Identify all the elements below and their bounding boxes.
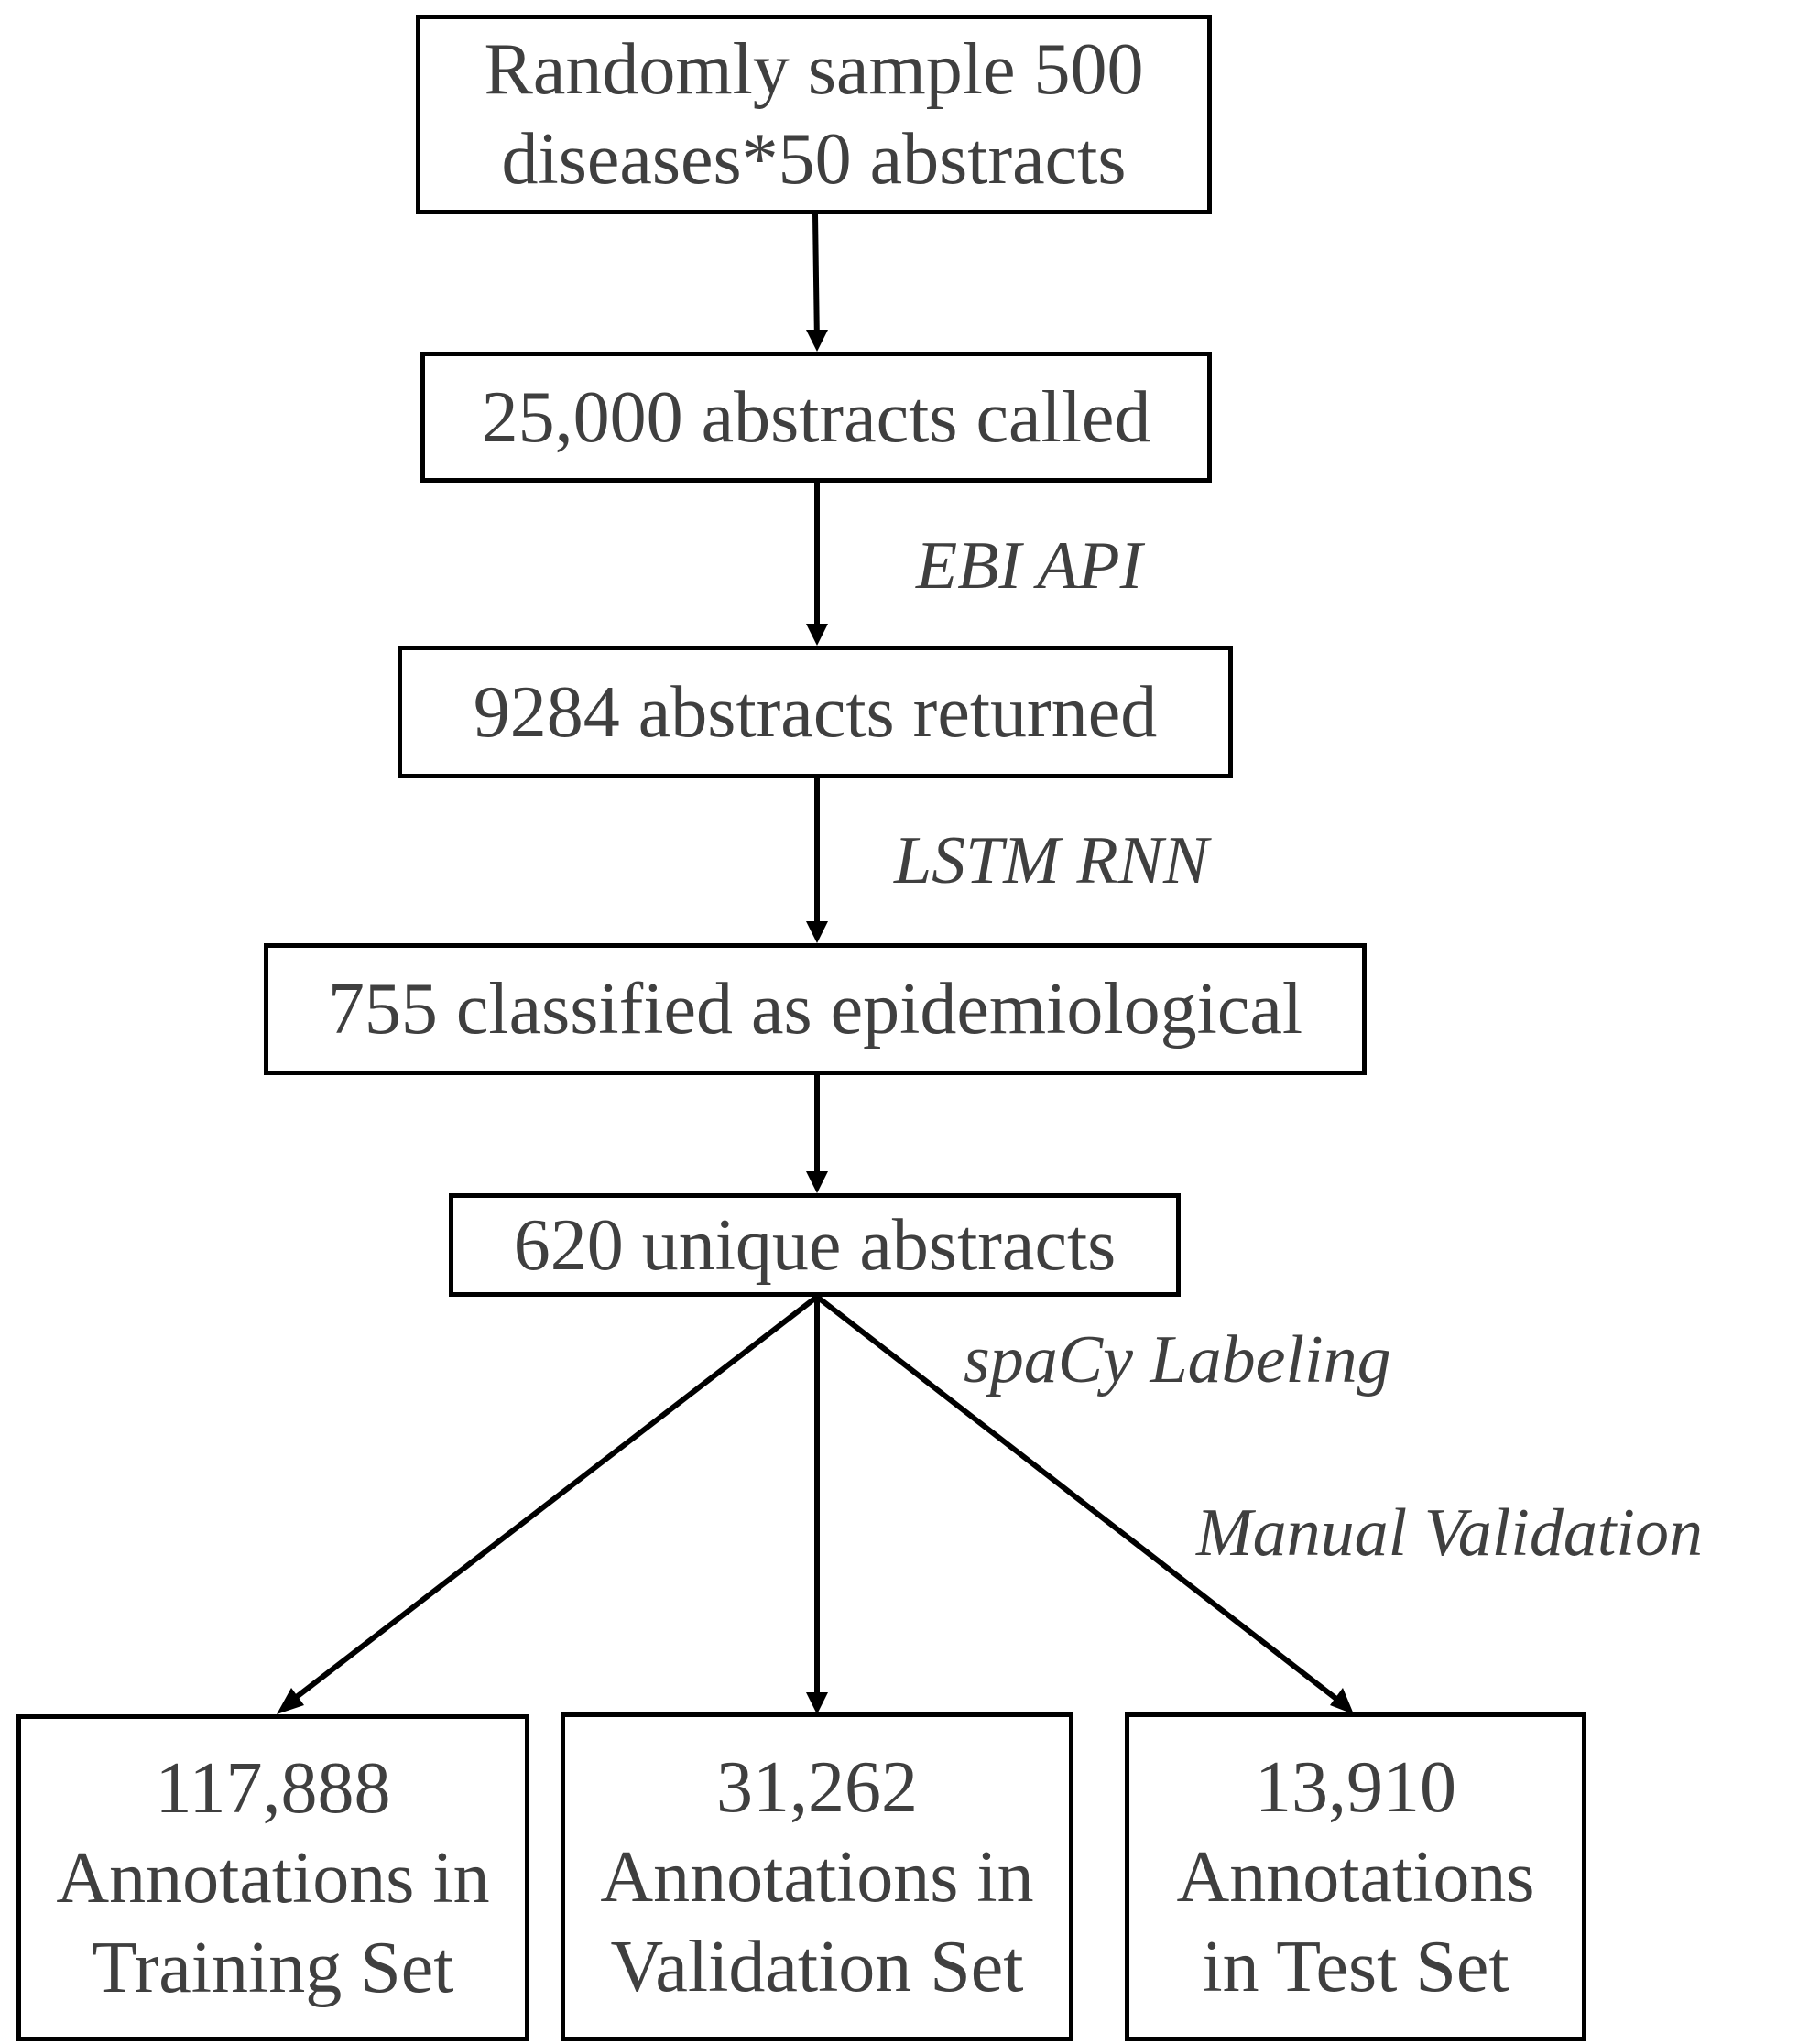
arrowhead-training bbox=[277, 1688, 304, 1714]
node-training-set-line2: Annotations in bbox=[56, 1837, 490, 1919]
node-classified-epidemiological-label: 755 classified as epidemiological bbox=[327, 969, 1303, 1049]
arrowhead-test bbox=[1330, 1688, 1354, 1714]
edge-label-spacy-labeling: spaCy Labeling bbox=[964, 1322, 1391, 1397]
node-validation-set: 31,262 Annotations in Validation Set bbox=[561, 1712, 1073, 2041]
arrowhead-returned bbox=[806, 624, 828, 646]
edge-label-manual-validation: Manual Validation bbox=[1196, 1495, 1703, 1571]
node-validation-set-line2: Annotations in bbox=[600, 1836, 1034, 1918]
node-training-set: 117,888 Annotations in Training Set bbox=[16, 1714, 529, 2041]
node-test-set-line3: in Test Set bbox=[1202, 1926, 1509, 2007]
node-abstracts-called: 25,000 abstracts called bbox=[420, 352, 1212, 483]
node-abstracts-returned-label: 9284 abstracts returned bbox=[473, 671, 1158, 753]
node-test-set-line2: Annotations bbox=[1176, 1836, 1535, 1918]
arrow-sample-to-called bbox=[812, 213, 820, 345]
arrowhead-classified bbox=[806, 921, 828, 943]
node-abstracts-returned: 9284 abstracts returned bbox=[398, 646, 1233, 778]
node-unique-abstracts-label: 620 unique abstracts bbox=[513, 1204, 1117, 1286]
node-random-sample: Randomly sample 500 diseases*50 abstract… bbox=[416, 15, 1212, 214]
node-random-sample-line2: diseases*50 abstracts bbox=[501, 119, 1127, 200]
node-test-set: 13,910 Annotations in Test Set bbox=[1125, 1712, 1586, 2041]
arrowhead-called bbox=[806, 330, 828, 352]
node-training-set-count: 117,888 bbox=[155, 1747, 391, 1829]
arrowhead-unique bbox=[806, 1171, 828, 1193]
node-training-set-line3: Training Set bbox=[92, 1927, 454, 2008]
node-abstracts-called-label: 25,000 abstracts called bbox=[481, 376, 1151, 458]
node-validation-set-line3: Validation Set bbox=[610, 1926, 1024, 2007]
edge-label-ebi-api: EBI API bbox=[916, 528, 1143, 603]
arrowhead-validation bbox=[806, 1692, 828, 1714]
node-random-sample-line1: Randomly sample 500 bbox=[484, 29, 1144, 110]
node-unique-abstracts: 620 unique abstracts bbox=[449, 1193, 1181, 1297]
arrow-unique-to-training bbox=[284, 1294, 819, 1708]
node-test-set-count: 13,910 bbox=[1255, 1746, 1456, 1828]
node-classified-epidemiological: 755 classified as epidemiological bbox=[264, 943, 1367, 1075]
node-validation-set-count: 31,262 bbox=[716, 1746, 918, 1828]
edge-label-lstm-rnn: LSTM RNN bbox=[894, 823, 1209, 898]
arrow-unique-to-test bbox=[815, 1294, 1346, 1708]
